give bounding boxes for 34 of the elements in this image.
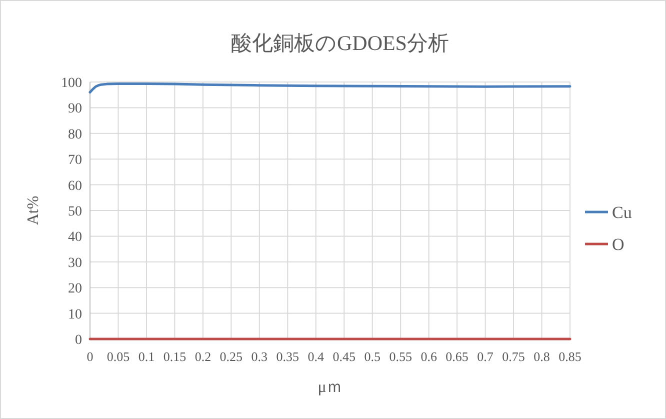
x-tick-label: 0.75 — [502, 349, 525, 364]
y-tick-label: 100 — [61, 76, 82, 91]
x-tick-label: 0.25 — [220, 349, 243, 364]
x-tick-label: 0.45 — [332, 349, 356, 364]
legend-label: O — [612, 235, 624, 254]
y-tick-label: 80 — [68, 127, 82, 142]
y-axis-title: At% — [25, 196, 42, 226]
y-tick-label: 50 — [68, 204, 82, 220]
x-tick-label: 0.4 — [308, 349, 325, 364]
x-tick-label: 0.5 — [364, 349, 380, 364]
x-tick-label: 0 — [86, 349, 94, 364]
x-tick-label: 0.3 — [251, 349, 268, 364]
y-tick-label: 20 — [68, 282, 82, 297]
x-tick-label: 0.7 — [477, 349, 494, 364]
x-tick-label: 0.55 — [389, 349, 412, 364]
chart-title: 酸化銅板のGDOES分析 — [230, 31, 450, 55]
x-tick-label: 0.15 — [163, 349, 186, 364]
x-tick-label: 0.35 — [276, 349, 300, 364]
x-tick-label: 0.65 — [446, 349, 468, 364]
x-tick-label: 0.1 — [138, 349, 155, 364]
y-tick-label: 70 — [68, 153, 82, 168]
y-tick-label: 90 — [68, 102, 82, 117]
y-tick-label: 30 — [68, 256, 82, 271]
y-tick-label: 60 — [68, 178, 82, 194]
x-tick-label: 0.85 — [558, 349, 582, 364]
y-tick-label: 10 — [68, 307, 82, 322]
legend-label: Cu — [612, 203, 632, 222]
x-tick-label: 0.8 — [534, 349, 550, 364]
y-tick-label: 0 — [75, 333, 82, 348]
x-tick-label: 0.6 — [420, 349, 438, 364]
y-tick-label: 40 — [68, 230, 82, 246]
x-tick-label: 0.05 — [106, 349, 130, 364]
x-axis-title: μｍ — [318, 379, 342, 396]
x-tick-label: 0.2 — [194, 349, 212, 364]
